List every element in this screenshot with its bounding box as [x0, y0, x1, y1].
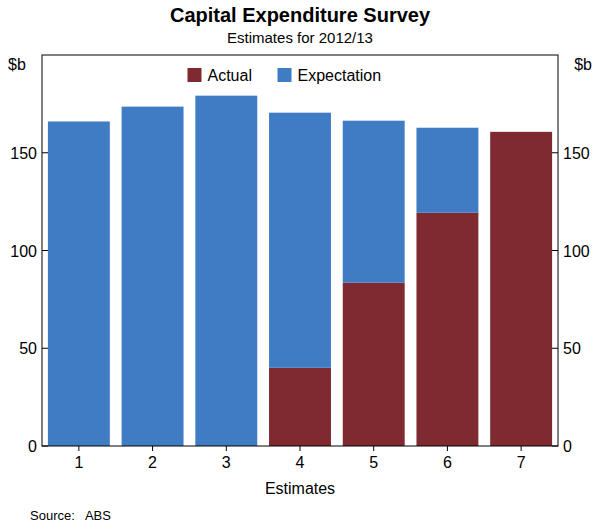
x-tick [226, 446, 227, 451]
legend: Actual Expectation [188, 67, 382, 84]
y-tick-label: 150 [10, 145, 37, 162]
legend-label: Expectation [298, 67, 382, 84]
bars [48, 96, 552, 446]
y-tick-label: 0 [28, 438, 37, 455]
x-tick [300, 446, 301, 451]
bar [269, 113, 331, 368]
y2-tick [552, 250, 558, 251]
bar [343, 121, 405, 283]
y-tick [42, 446, 48, 447]
y-tick [42, 250, 48, 251]
plot-frame [42, 55, 558, 446]
chart: Capital Expenditure Survey Estimates for … [0, 0, 600, 526]
x-label: Estimates [265, 480, 335, 497]
legend-swatch [278, 68, 292, 82]
bar [269, 368, 331, 446]
y2-tick-label: 100 [563, 243, 590, 260]
bar [416, 213, 478, 446]
x-tick-label: 6 [443, 454, 452, 471]
bar [195, 96, 257, 446]
source: Source: ABS [30, 508, 111, 523]
y-label: $b [8, 56, 26, 73]
x-tick [521, 446, 522, 451]
x-tick-label: 2 [148, 454, 157, 471]
subtitle: Estimates for 2012/13 [227, 29, 373, 46]
y2-tick-label: 0 [563, 438, 572, 455]
bar [490, 132, 552, 446]
y2-tick-label: 50 [563, 340, 581, 357]
legend-label: Actual [208, 67, 252, 84]
y-tick-label: 50 [19, 340, 37, 357]
x-tick [447, 446, 448, 451]
x-tick-label: 3 [222, 454, 231, 471]
y2-tick-label: 150 [563, 145, 590, 162]
y2-label: $b [574, 56, 592, 73]
y-tick-label: 100 [10, 243, 37, 260]
x-tick-label: 4 [296, 454, 305, 471]
bar [122, 107, 184, 446]
bar [416, 128, 478, 213]
y-tick [42, 348, 48, 349]
y2-tick [552, 152, 558, 153]
x-tick-label: 7 [517, 454, 526, 471]
x-tick [373, 446, 374, 451]
y2-tick [552, 446, 558, 447]
bar [48, 121, 110, 446]
legend-swatch [188, 68, 202, 82]
title: Capital Expenditure Survey [170, 4, 431, 26]
bar [490, 131, 552, 132]
x-tick-label: 5 [369, 454, 378, 471]
x-tick-label: 1 [74, 454, 83, 471]
x-tick [78, 446, 79, 451]
bar [343, 283, 405, 446]
y2-tick [552, 348, 558, 349]
x-tick [152, 446, 153, 451]
y-tick [42, 152, 48, 153]
